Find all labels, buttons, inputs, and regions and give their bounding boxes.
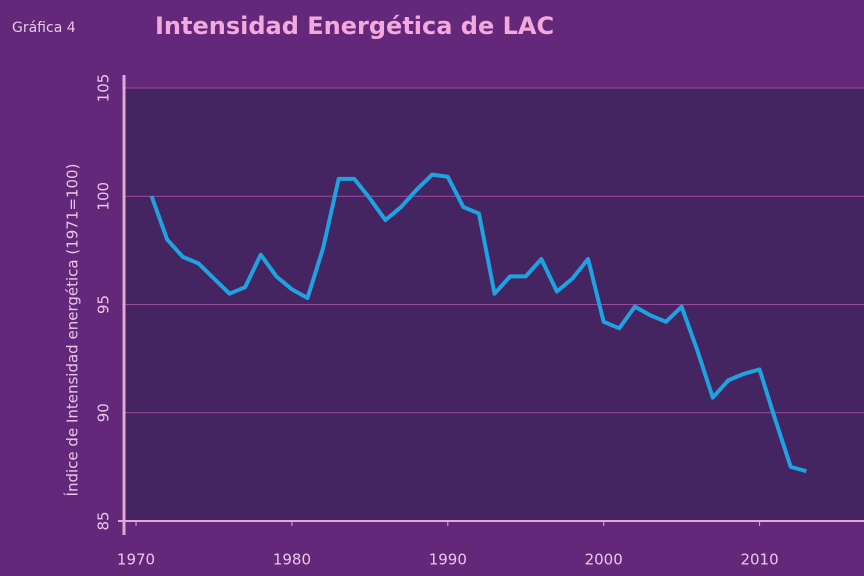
chart-title: Intensidad Energética de LAC bbox=[155, 12, 554, 40]
line-series bbox=[149, 172, 807, 474]
y-tick-label: 85 bbox=[95, 511, 113, 530]
y-axis-label: Índice de Intensidad energética (1971=10… bbox=[63, 164, 82, 497]
y-tick-label: 105 bbox=[95, 74, 113, 103]
y-tick-label: 95 bbox=[95, 295, 113, 314]
chart-label: Gráfica 4 bbox=[12, 20, 76, 36]
y-tick-label: 100 bbox=[95, 182, 113, 211]
x-tick-label: 1970 bbox=[117, 551, 155, 569]
x-tick-label: 2000 bbox=[585, 551, 623, 569]
x-tick-label: 2010 bbox=[740, 551, 778, 569]
y-tick-label: 90 bbox=[95, 403, 113, 422]
x-tick-label: 1980 bbox=[273, 551, 311, 569]
x-tick-label: 1990 bbox=[429, 551, 467, 569]
